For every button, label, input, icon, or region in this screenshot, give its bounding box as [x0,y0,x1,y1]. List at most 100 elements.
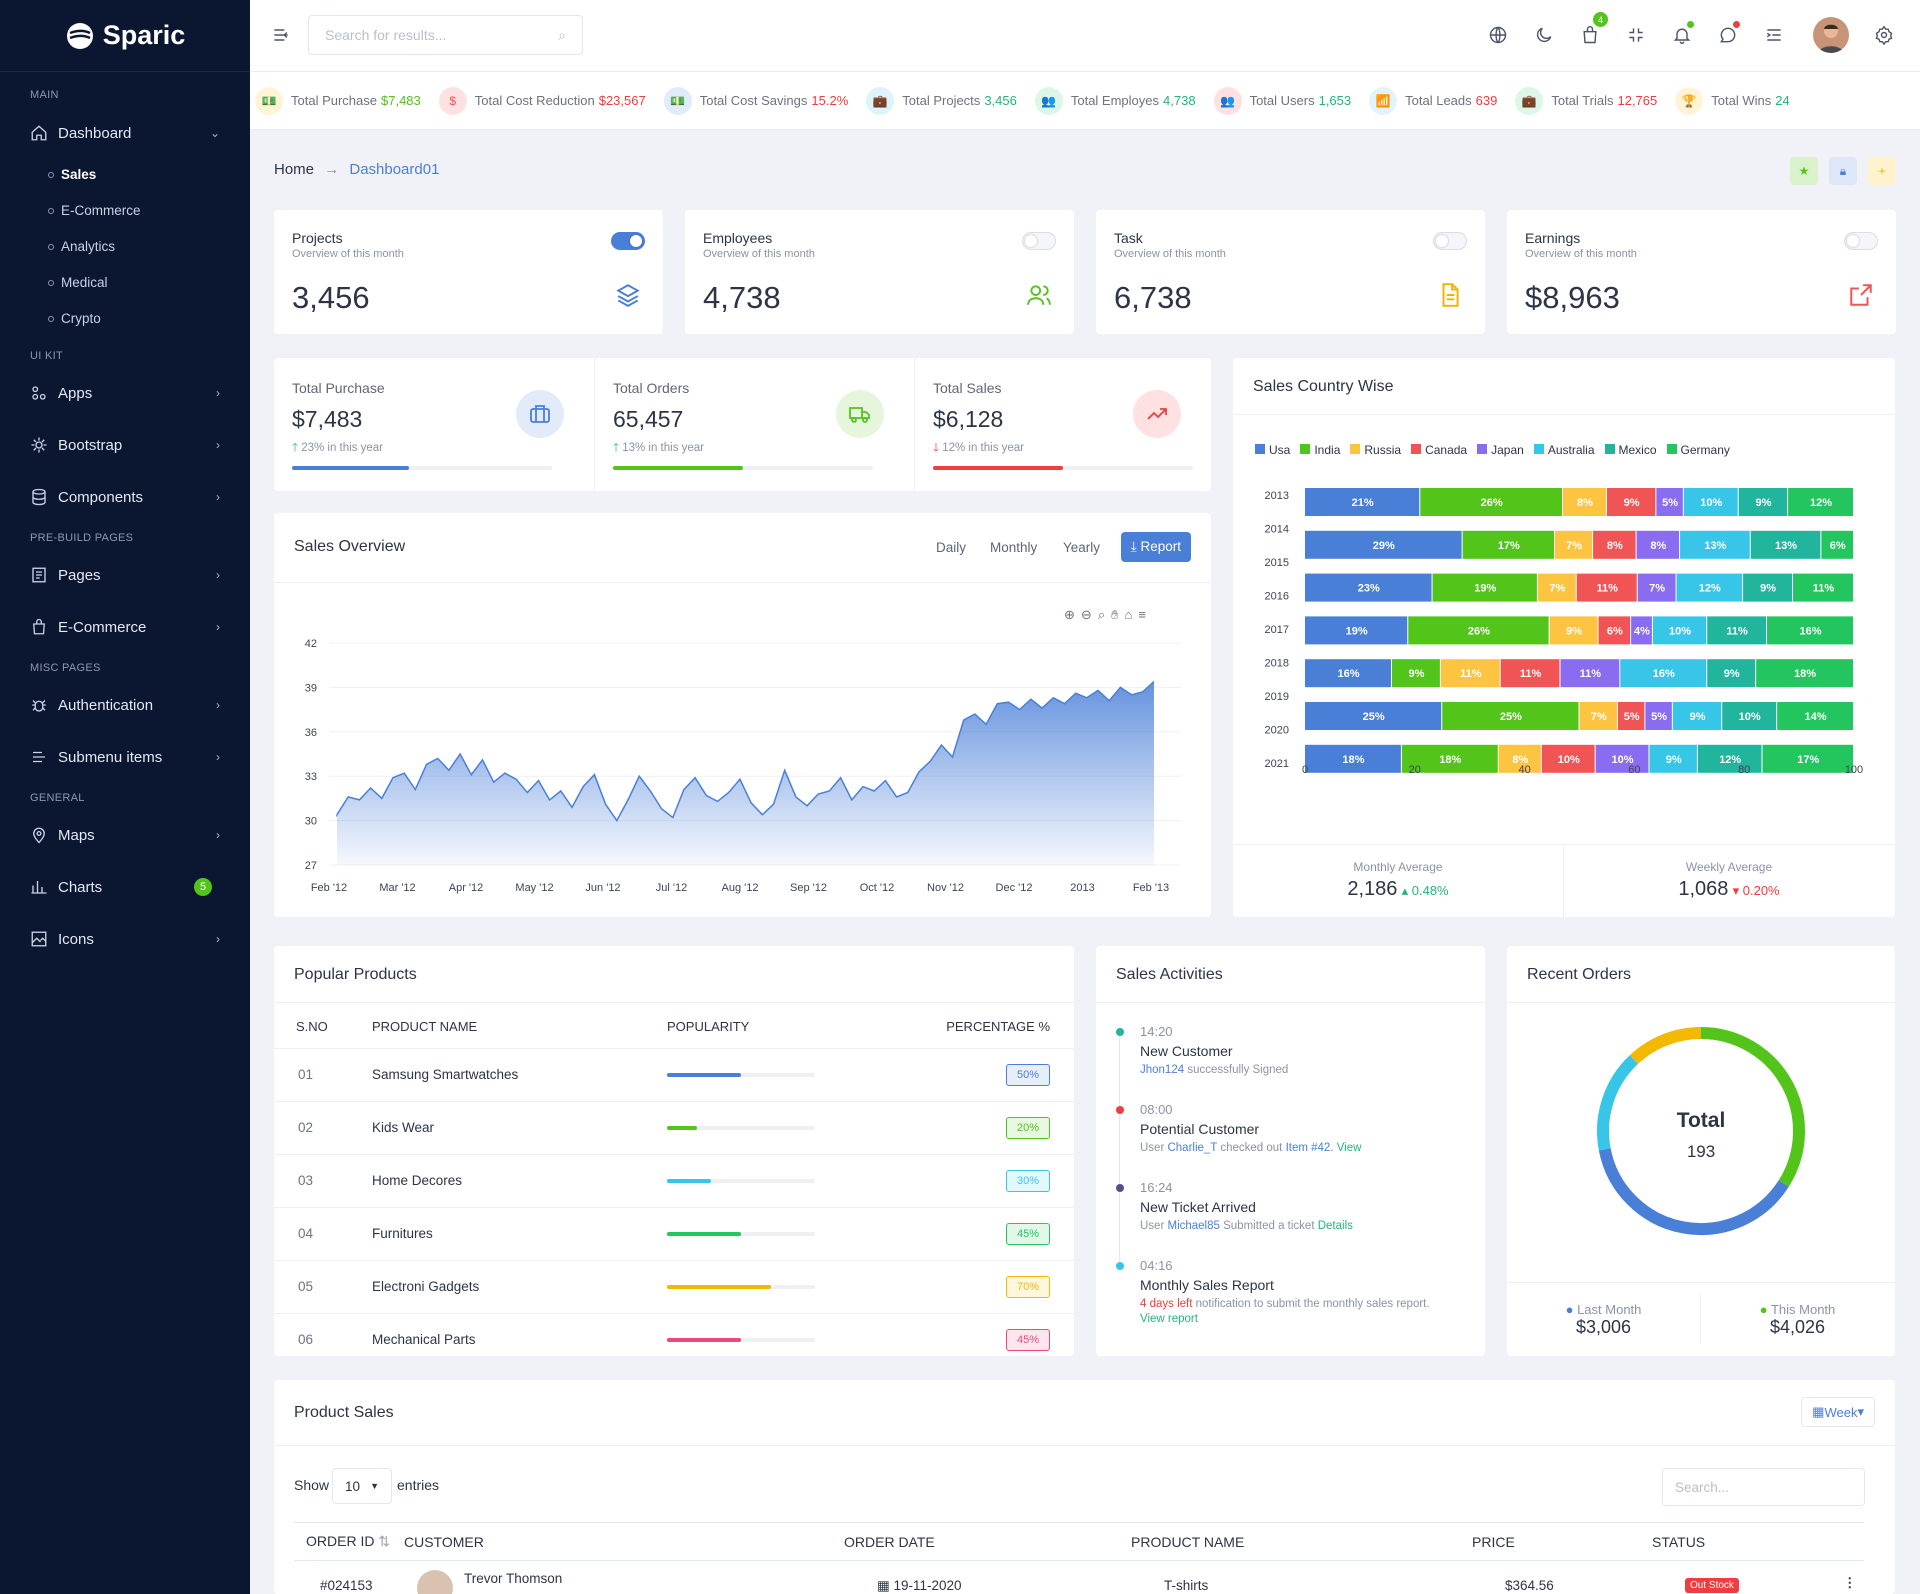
ticker-item[interactable]: 👥 Total Users 1,653 [1213,86,1351,115]
fullscreen-icon[interactable] [1625,24,1647,46]
globe-icon[interactable] [1487,24,1509,46]
table-row[interactable]: 03 Home Decores 30% [274,1154,1074,1208]
table-search-input[interactable]: Search... [1662,1468,1865,1506]
sidebar-sub-ecommerce[interactable]: E-Commerce [48,203,141,218]
col-price[interactable]: PRICE [1472,1522,1652,1561]
legend-item[interactable]: Australia [1533,443,1595,457]
legend-item[interactable]: Japan [1477,443,1524,457]
table-row[interactable]: 06 Mechanical Parts 45% [274,1313,1074,1367]
star-button[interactable]: ★ [1790,157,1818,185]
last-month-value: $3,006 [1575,1317,1632,1337]
activity-user-link[interactable]: Michael85 [1167,1220,1220,1232]
tab-monthly[interactable]: Monthly [990,540,1038,555]
col-status[interactable]: STATUS [1652,1522,1864,1561]
activity-item-link[interactable]: Item #42. [1285,1142,1334,1154]
product-name: Electroni Gadgets [372,1260,667,1314]
ticker-item[interactable]: 👥 Total Employes 4,738 [1034,86,1196,115]
moon-icon[interactable] [1533,24,1555,46]
ticker-item[interactable]: 💵 Total Purchase $7,483 [255,86,421,115]
activity-user-link[interactable]: Jhon124 [1140,1064,1185,1076]
col-header[interactable]: S.NO [274,1006,372,1049]
list-icon[interactable] [1763,24,1785,46]
cart-icon[interactable] [1579,24,1601,46]
activity-user-link[interactable]: Charlie_T [1167,1142,1218,1154]
search-input[interactable]: Search for results... ⌕ [308,15,583,55]
pan-icon[interactable]: ✋︎ [1111,607,1125,622]
sidebar-item-authentication[interactable]: Authentication › [30,692,220,718]
stat-toggle[interactable] [611,232,645,250]
sidebar-item-bootstrap[interactable]: Bootstrap › [30,432,220,458]
sidebar-item-charts[interactable]: Charts 5 [30,874,220,900]
details-link[interactable]: Details [1317,1220,1353,1232]
bar-data-label: 8% [1607,540,1623,552]
ticker-item[interactable]: 📶 Total Leads 639 [1369,86,1497,115]
ticker-item[interactable]: 💵 Total Cost Savings 15.2% [663,86,848,115]
legend-item[interactable]: India [1300,443,1340,457]
report-button[interactable]: ⤓ Report [1120,532,1191,562]
legend-item[interactable]: Canada [1411,443,1467,457]
col-order-date[interactable]: ORDER DATE [844,1522,1131,1561]
ticker-item[interactable]: 💼 Total Trials 12,765 [1515,86,1658,115]
percentage-cell: 20% [885,1101,1074,1155]
legend-item[interactable]: Germany [1666,443,1730,457]
home-reset-icon[interactable]: ⌂ [1124,607,1139,622]
col-header[interactable]: PERCENTAGE % [885,1006,1074,1049]
entries-select[interactable]: 10 ▼ [332,1468,392,1504]
table-row[interactable]: 01 Samsung Smartwatches 50% [274,1048,1074,1102]
settings-icon[interactable] [1873,24,1895,46]
menu-icon[interactable]: ≡ [1138,607,1152,622]
legend-item[interactable]: Russia [1350,443,1401,457]
ticker-item[interactable]: 💼 Total Projects 3,456 [866,86,1017,115]
more-options-icon[interactable]: ⋮ [1843,1575,1857,1590]
avatar[interactable] [1813,17,1849,53]
col-order-id[interactable]: ORDER ID ⇅ [294,1522,404,1561]
col-header[interactable]: PRODUCT NAME [372,1006,667,1049]
sidebar-item-submenu[interactable]: Submenu items › [30,744,220,770]
sidebar-item-icons[interactable]: Icons › [30,926,220,952]
sidebar-sub-sales[interactable]: Sales [48,167,96,182]
tab-yearly[interactable]: Yearly [1063,540,1101,555]
chat-icon[interactable] [1717,24,1739,46]
add-button[interactable]: + [1868,157,1896,185]
sidebar-item-maps[interactable]: Maps › [30,822,220,848]
sidebar-sub-crypto[interactable]: Crypto [48,311,101,326]
search-zoom-icon[interactable]: ⌕ [1097,607,1112,622]
table-row[interactable]: #024153 Trevor Thomson ▦ 19-11-2020 T-sh… [294,1565,1864,1594]
col-header[interactable]: POPULARITY [667,1006,886,1049]
stat-toggle[interactable] [1022,232,1056,250]
bar-data-label: 9% [1760,583,1776,595]
view-report-link[interactable]: View report [1140,1313,1198,1325]
stat-toggle[interactable] [1433,232,1467,250]
bell-icon[interactable] [1671,24,1693,46]
table-row[interactable]: 02 Kids Wear 20% [274,1101,1074,1155]
sidebar-item-pages[interactable]: Pages › [30,562,220,588]
sidebar-item-components[interactable]: Components › [30,484,220,510]
ticker-item[interactable]: $ Total Cost Reduction $23,567 [438,86,646,115]
stat-toggle[interactable] [1844,232,1878,250]
sidebar-toggle-icon[interactable] [270,24,292,46]
table-row[interactable]: 04 Furnitures 45% [274,1207,1074,1261]
view-link[interactable]: View [1336,1142,1362,1154]
week-dropdown[interactable]: ▦ Week ▾ [1801,1397,1875,1427]
table-row[interactable]: 05 Electroni Gadgets 70% [274,1260,1074,1314]
zoom-out-icon[interactable]: ⊖ [1080,607,1098,622]
ticker-label: Total Leads [1405,93,1472,108]
bar-segment [1637,573,1676,602]
zoom-in-icon[interactable]: ⊕ [1064,607,1081,622]
lock-button[interactable]: 🔒︎ [1829,157,1857,185]
breadcrumb-home[interactable]: Home [274,161,315,178]
breadcrumb-current[interactable]: Dashboard01 [349,161,440,178]
brand-logo[interactable]: Sparic [0,0,250,72]
sidebar-item-apps[interactable]: Apps › [30,380,220,406]
sidebar-item-ecommerce[interactable]: E-Commerce › [30,614,220,640]
sidebar-sub-analytics[interactable]: Analytics [48,239,115,254]
sidebar-item-dashboard[interactable]: Dashboard ⌄ [30,120,220,146]
tab-daily[interactable]: Daily [936,540,967,555]
legend-item[interactable]: Usa [1255,443,1290,457]
ticker-item[interactable]: 🏆 Total Wins 24 [1675,86,1790,115]
legend-item[interactable]: Mexico [1604,443,1657,457]
col-product-name[interactable]: PRODUCT NAME [1131,1522,1472,1561]
col-customer[interactable]: CUSTOMER [404,1522,844,1561]
sidebar-sub-medical[interactable]: Medical [48,275,108,290]
ticker-value: 12,765 [1617,93,1658,108]
